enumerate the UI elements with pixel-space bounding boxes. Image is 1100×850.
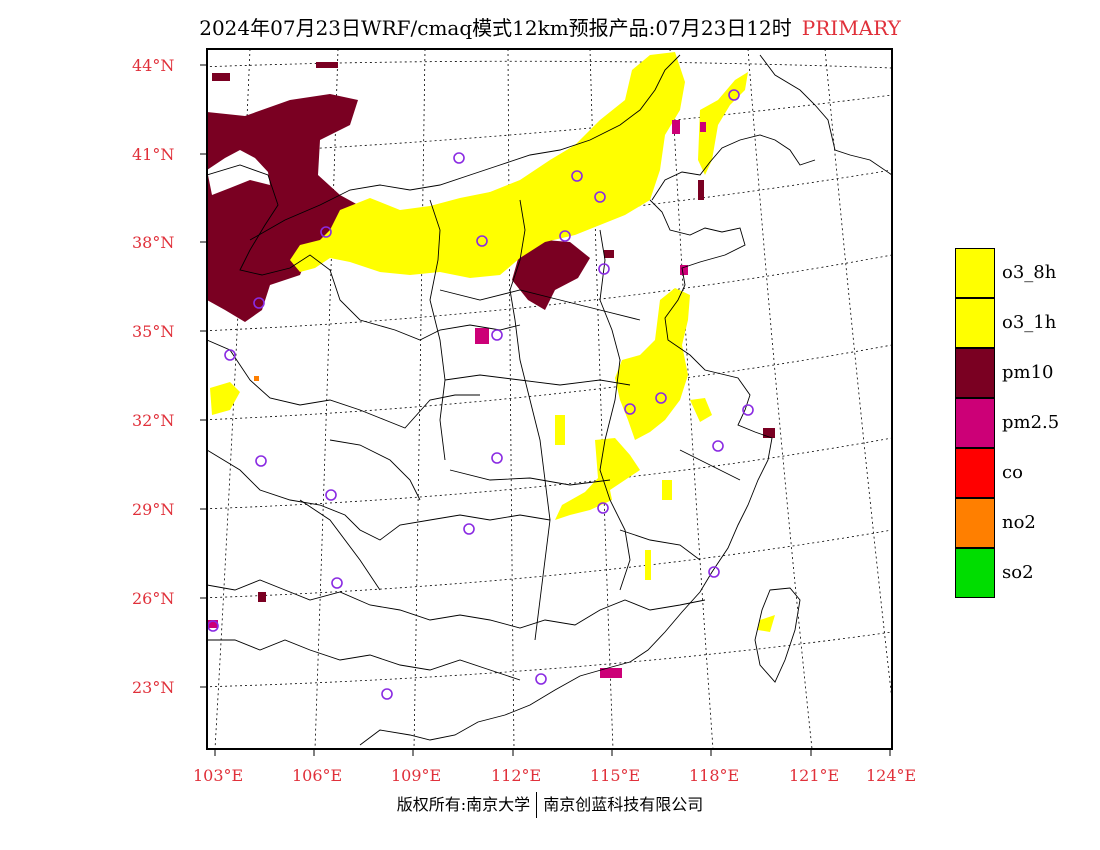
lat-label-32: 32°N — [132, 411, 175, 430]
legend-item-no2: no2 — [955, 498, 1080, 548]
legend-swatch — [955, 348, 995, 398]
legend-label: pm2.5 — [1002, 412, 1060, 433]
legend-swatch — [955, 398, 995, 448]
legend-swatch — [955, 498, 995, 548]
legend-swatch — [955, 248, 995, 298]
map-title: 2024年07月23日WRF/cmaq模式12km预报产品:07月23日12时 P… — [0, 12, 1100, 41]
legend-item-o3-8h: o3_8h — [955, 248, 1080, 298]
legend-swatch — [955, 548, 995, 598]
axis-ticks — [200, 64, 891, 756]
copyright-right: 南京创蓝科技有限公司 — [543, 795, 704, 814]
lat-label-44: 44°N — [132, 56, 175, 75]
pm25-regions — [208, 120, 706, 678]
copyright-footer: 版权所有:南京大学 南京创蓝科技有限公司 — [0, 791, 1100, 818]
map-frame — [206, 48, 893, 750]
lat-label-29: 29°N — [132, 500, 175, 519]
legend-label: pm10 — [1002, 362, 1054, 383]
legend-label: no2 — [1002, 512, 1036, 533]
lat-label-41: 41°N — [132, 145, 175, 164]
legend-item-pm25: pm2.5 — [955, 398, 1080, 448]
lon-label-121: 121°E — [789, 766, 840, 785]
legend-swatch — [955, 298, 995, 348]
legend-item-o3-1h: o3_1h — [955, 298, 1080, 348]
legend-label: so2 — [1002, 562, 1034, 583]
legend-label: o3_1h — [1002, 312, 1057, 333]
lon-label-112: 112°E — [491, 766, 542, 785]
lon-label-115: 115°E — [590, 766, 641, 785]
no2-spot — [254, 376, 259, 381]
station-markers — [207, 89, 754, 700]
lat-label-35: 35°N — [132, 322, 175, 341]
boundaries — [207, 54, 892, 746]
lon-label-109: 109°E — [391, 766, 442, 785]
footer-divider — [536, 792, 538, 818]
copyright-left: 版权所有:南京大学 — [396, 795, 531, 814]
lon-label-124: 124°E — [866, 766, 917, 785]
graticule — [207, 49, 892, 749]
lon-label-106: 106°E — [292, 766, 343, 785]
lon-label-103: 103°E — [193, 766, 244, 785]
pollutant-legend: o3_8h o3_1h pm10 pm2.5 co no2 so2 — [955, 248, 1075, 600]
legend-label: o3_8h — [1002, 262, 1057, 283]
lat-label-23: 23°N — [132, 678, 175, 697]
legend-item-co: co — [955, 448, 1080, 498]
legend-label: co — [1002, 462, 1023, 483]
o3-regions — [210, 52, 775, 632]
legend-item-pm10: pm10 — [955, 348, 1080, 398]
lat-label-26: 26°N — [132, 589, 175, 608]
title-main: 2024年07月23日WRF/cmaq模式12km预报产品:07月23日12时 — [199, 16, 792, 40]
lon-label-118: 118°E — [689, 766, 740, 785]
legend-swatch — [955, 448, 995, 498]
legend-item-so2: so2 — [955, 548, 1080, 598]
lat-label-38: 38°N — [132, 233, 175, 252]
title-primary-tag: PRIMARY — [801, 16, 901, 40]
